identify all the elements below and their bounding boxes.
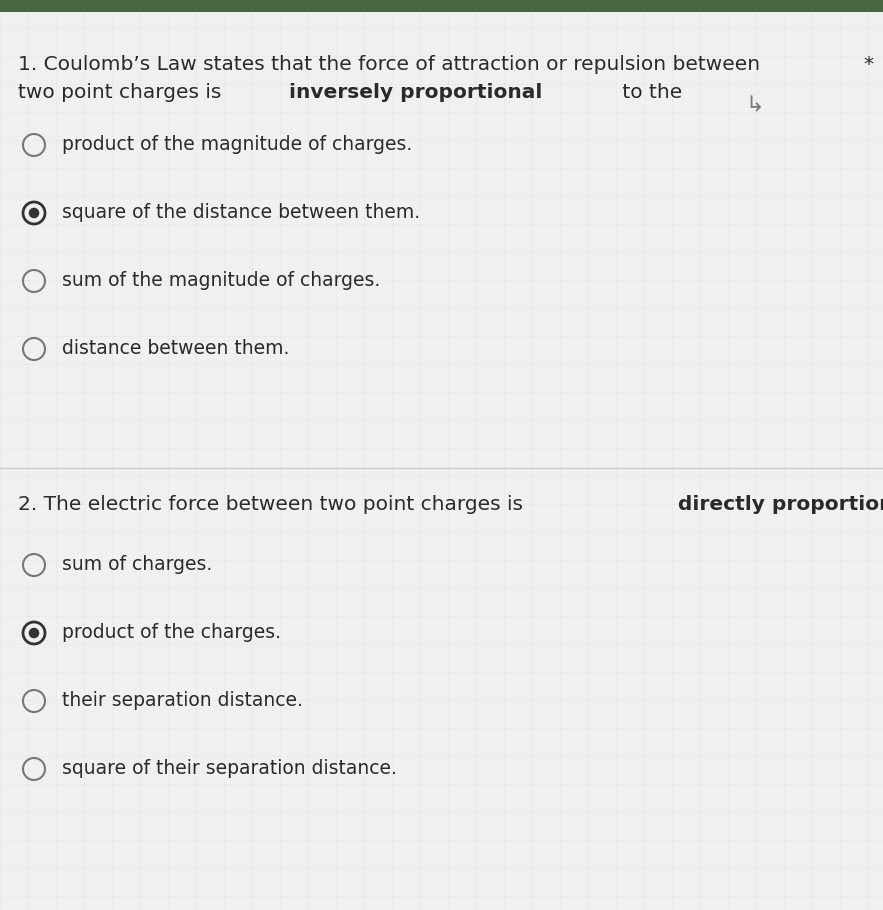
Text: sum of the magnitude of charges.: sum of the magnitude of charges. xyxy=(62,271,381,290)
Text: sum of charges.: sum of charges. xyxy=(62,555,212,574)
Text: their separation distance.: their separation distance. xyxy=(62,691,303,710)
Text: product of the magnitude of charges.: product of the magnitude of charges. xyxy=(62,135,412,154)
Text: ↳: ↳ xyxy=(745,95,764,115)
Text: square of their separation distance.: square of their separation distance. xyxy=(62,759,396,778)
Text: 2. The electric force between two point charges is: 2. The electric force between two point … xyxy=(18,495,530,514)
Text: product of the charges.: product of the charges. xyxy=(62,623,281,642)
Text: *: * xyxy=(863,55,873,74)
Circle shape xyxy=(29,207,39,218)
Text: inversely proportional: inversely proportional xyxy=(289,83,542,102)
Circle shape xyxy=(29,628,39,638)
Text: 1. Coulomb’s Law states that the force of attraction or repulsion between: 1. Coulomb’s Law states that the force o… xyxy=(18,55,760,74)
Text: distance between them.: distance between them. xyxy=(62,339,290,358)
Bar xyxy=(0,0,883,12)
Text: two point charges is: two point charges is xyxy=(18,83,228,102)
Text: square of the distance between them.: square of the distance between them. xyxy=(62,203,420,222)
Text: directly proportional: directly proportional xyxy=(678,495,883,514)
Text: to the: to the xyxy=(615,83,682,102)
